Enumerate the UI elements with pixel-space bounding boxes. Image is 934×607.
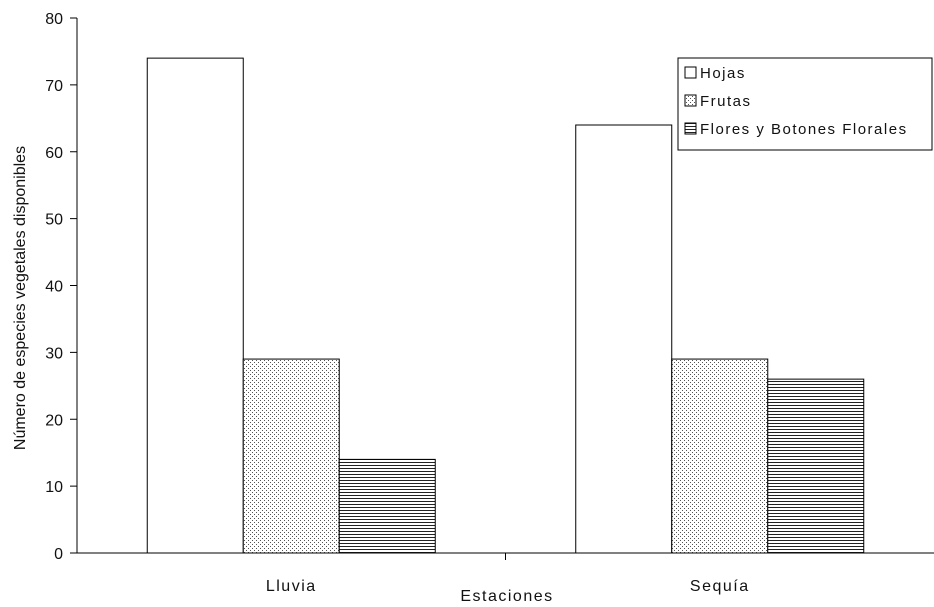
y-tick-label: 60 — [45, 145, 63, 162]
y-tick-label: 80 — [45, 11, 63, 28]
legend-swatch — [684, 94, 697, 107]
legend-label: Frutas — [700, 93, 752, 110]
bar-hojas-lluvia — [146, 57, 244, 554]
x-axis-categories: Lluvia Sequía — [266, 553, 750, 595]
bar-frutas-lluvia — [242, 358, 340, 554]
bar-flores-y-botones-florales-sequía — [767, 378, 865, 554]
y-tick-label: 40 — [45, 279, 63, 296]
y-axis-title: Número de especies vegetales disponibles — [12, 146, 29, 450]
legend-swatch — [684, 66, 697, 79]
bar-hojas-sequía — [575, 124, 673, 554]
y-tick-label: 10 — [45, 479, 63, 496]
y-tick-label: 50 — [45, 212, 63, 229]
bar-flores-y-botones-florales-lluvia — [338, 458, 436, 554]
y-tick-label: 0 — [54, 546, 63, 563]
bars-group — [146, 57, 865, 554]
legend-label: Hojas — [700, 65, 746, 82]
x-category-label: Sequía — [690, 578, 750, 595]
legend-box — [677, 57, 933, 151]
x-category-label: Lluvia — [266, 578, 317, 595]
y-tick-label: 70 — [45, 78, 63, 95]
bar-frutas-sequía — [671, 358, 769, 554]
y-tick-label: 20 — [45, 412, 63, 429]
legend-label: Flores y Botones Florales — [700, 121, 908, 138]
y-tick-label: 30 — [45, 345, 63, 362]
y-axis-ticks: 0 10 20 30 40 50 60 70 80 — [45, 11, 77, 563]
x-axis-title: Estaciones — [460, 588, 553, 605]
legend: Hojas Frutas Flores y Botones Florales — [677, 57, 933, 151]
legend-swatch — [684, 122, 697, 135]
